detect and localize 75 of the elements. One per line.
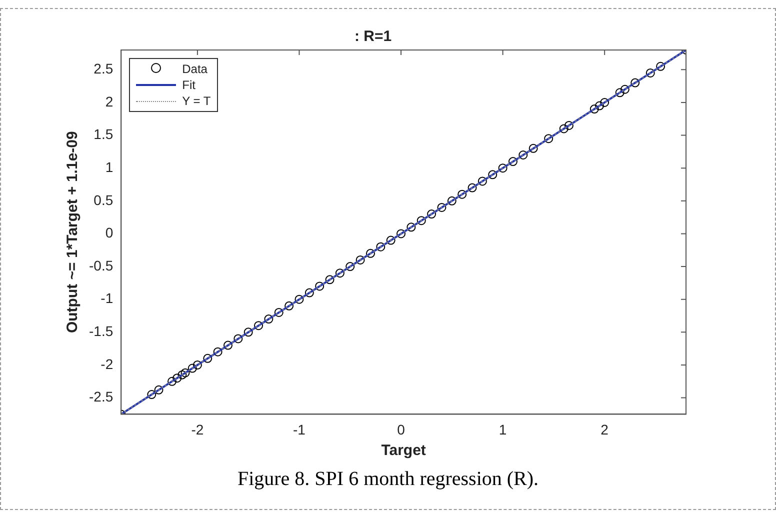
x-tick-label: 2	[600, 421, 609, 438]
point	[154, 385, 164, 394]
point	[447, 196, 456, 206]
point	[528, 144, 538, 153]
y-tick-label: -1	[100, 290, 114, 306]
point	[304, 288, 314, 298]
legend-label: Data	[182, 61, 208, 77]
point	[274, 308, 284, 317]
x-tick-label: 0	[397, 421, 406, 438]
point	[203, 354, 212, 363]
y-tick-label: 0	[105, 224, 114, 241]
point	[325, 275, 334, 284]
point	[234, 334, 243, 344]
y-tick-label: 2	[105, 93, 114, 110]
point	[544, 134, 554, 144]
point	[180, 368, 190, 378]
y-tick-label: 1	[105, 158, 114, 175]
point	[294, 294, 304, 304]
point	[178, 370, 187, 380]
y-tick-label: -2	[100, 356, 114, 372]
point	[386, 236, 396, 245]
point	[346, 262, 355, 272]
point	[376, 242, 386, 252]
point	[406, 222, 416, 232]
point	[468, 183, 477, 192]
point	[315, 282, 324, 291]
point	[335, 268, 344, 278]
y-tick-label: 2.5	[94, 60, 114, 77]
point	[508, 157, 518, 166]
point	[264, 314, 274, 324]
point	[356, 255, 365, 264]
y-tick-label: -1.5	[89, 323, 114, 340]
point	[594, 101, 604, 110]
point	[284, 301, 294, 310]
point	[615, 88, 624, 98]
point	[620, 84, 630, 94]
point	[188, 364, 197, 373]
point	[244, 328, 253, 337]
point	[223, 340, 232, 350]
point	[147, 390, 156, 400]
point	[478, 176, 487, 186]
x-tick-label: 1	[498, 421, 507, 438]
chart-title: : R=1	[354, 28, 392, 46]
point	[564, 120, 574, 130]
y-tick-label: -0.5	[89, 257, 114, 274]
point	[213, 347, 222, 356]
point	[192, 360, 202, 370]
point	[518, 150, 528, 160]
point	[168, 376, 177, 386]
point	[590, 104, 599, 114]
x-tick-label: -1	[293, 421, 306, 438]
legend-label: Fit	[182, 77, 196, 93]
point	[458, 190, 467, 199]
point	[172, 374, 182, 383]
legend-label: Y = T	[182, 93, 211, 109]
x-axis-title: Target	[381, 442, 426, 460]
point	[498, 164, 508, 173]
point	[427, 210, 436, 219]
point	[600, 98, 610, 107]
point	[630, 78, 640, 88]
point	[559, 124, 568, 134]
caption: Figure 8. SPI 6 month regression (R).	[236, 468, 540, 491]
x-tick-label: -2	[191, 421, 204, 438]
point	[646, 68, 655, 78]
point	[416, 216, 426, 226]
y-axis-title: Output ~= 1*Target + 1.1e-09	[64, 131, 82, 334]
y-tick-label: -2.5	[89, 388, 114, 405]
point	[488, 170, 498, 180]
point	[396, 229, 406, 238]
y-tick-label: 1.5	[94, 126, 114, 142]
point	[437, 202, 446, 212]
point	[254, 321, 264, 330]
y-tick-label: 0.5	[94, 192, 114, 208]
point	[366, 248, 375, 258]
point	[656, 62, 666, 71]
